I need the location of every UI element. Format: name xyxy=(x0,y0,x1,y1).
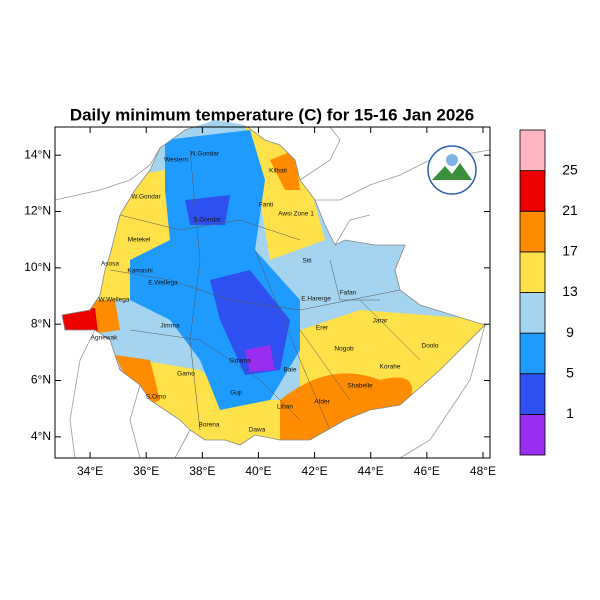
logo-hills xyxy=(432,163,472,180)
colorbar-box xyxy=(519,251,546,293)
colorbar-label: 21 xyxy=(562,202,578,218)
colorbar-label: 17 xyxy=(562,243,578,259)
region-label: Kamashi xyxy=(127,268,152,275)
borders xyxy=(55,127,490,458)
logo-cloud xyxy=(446,154,458,166)
x-tick-label: 36°E xyxy=(133,464,159,478)
region-label: N.Gondar xyxy=(191,151,220,158)
y-tick-label: 4°N xyxy=(31,429,51,443)
region-label: Asosa xyxy=(101,261,119,268)
region-label: Liban xyxy=(277,404,293,411)
plot-frame xyxy=(54,126,491,459)
region-label: Borena xyxy=(199,422,220,429)
region-label: Jimma xyxy=(160,323,180,330)
colorbar-label: 5 xyxy=(566,364,574,380)
axes: 34°E 36°E 38°E 40°E 42°E 44°E 46°E 48°E 4°N 6°N 8°… xyxy=(24,127,496,478)
region-label: Afder xyxy=(314,399,330,406)
y-tick-label: 12°N xyxy=(24,204,51,218)
x-tick-label: 38°E xyxy=(189,464,215,478)
field-below-1 xyxy=(245,345,275,372)
region-label: Western xyxy=(164,157,188,164)
y-tick-label: 6°N xyxy=(31,373,51,387)
field-17-21 xyxy=(270,150,300,190)
region-label: S.Omo xyxy=(146,394,167,401)
region-label: Jarar xyxy=(373,318,389,325)
region-label: Guji xyxy=(230,390,242,397)
logo-ring xyxy=(427,145,477,195)
colorbar-box xyxy=(519,332,546,375)
colorbar-box xyxy=(519,129,546,172)
colorbar-label: 25 xyxy=(562,161,578,177)
colorbar-box xyxy=(519,170,546,212)
colorbar: 1 5 9 13 17 21 25 xyxy=(519,129,578,456)
x-tick-label: 48°E xyxy=(470,464,496,478)
region-label: Gamo xyxy=(177,371,195,378)
country-outline xyxy=(61,127,486,446)
y-tick-label: 10°N xyxy=(24,260,51,274)
x-tick-label: 44°E xyxy=(358,464,384,478)
y-tick-label: 8°N xyxy=(31,316,51,330)
x-tick-label: 46°E xyxy=(414,464,440,478)
region-label: Agnewak xyxy=(91,335,118,342)
colorbar-box xyxy=(519,413,546,456)
region-label: Kilbati xyxy=(269,168,287,175)
region-label: Nogob xyxy=(334,346,354,353)
region-label: Doolo xyxy=(422,343,439,350)
region-label: Siti xyxy=(302,258,311,265)
field-13-17 xyxy=(245,125,325,260)
x-tick-label: 40°E xyxy=(245,464,271,478)
logo xyxy=(427,145,477,195)
region-label: W.Gondar xyxy=(131,194,161,201)
region-label: Metekel xyxy=(128,237,151,244)
region-label: Fafan xyxy=(340,290,357,297)
region-label: Shabelle xyxy=(347,383,373,390)
region-label: Sidama xyxy=(229,358,251,365)
region-label: S.Gondar xyxy=(193,217,222,224)
region-label: Korahe xyxy=(380,364,401,371)
region-label: Dawa xyxy=(249,427,266,434)
region-label: E.Wellega xyxy=(148,280,178,287)
region-label: E.Harerge xyxy=(301,296,331,303)
colorbar-label: 1 xyxy=(566,405,574,421)
region-label: Fanti xyxy=(259,202,273,209)
x-tick-label: 42°E xyxy=(302,464,328,478)
region-label: Awsi Zone 1 xyxy=(278,211,314,218)
colorbar-label: 9 xyxy=(566,324,574,340)
x-tick-label: 34°E xyxy=(77,464,103,478)
field-17-21 xyxy=(115,355,160,410)
region-labels: Western N.Gondar Kilbati W.Gondar S.Gond… xyxy=(91,151,439,434)
y-tick-label: 14°N xyxy=(24,147,51,161)
colorbar-box xyxy=(519,373,546,415)
colorbar-label: 13 xyxy=(562,283,578,299)
colorbar-box xyxy=(519,292,546,334)
title: Daily minimum temperature (C) for 15-16 … xyxy=(70,105,474,124)
admin-lines xyxy=(109,149,421,431)
region-label: Bale xyxy=(283,367,296,374)
region-label: W.Wellega xyxy=(99,297,130,304)
region-label: Erer xyxy=(316,325,329,332)
colorbar-box xyxy=(519,210,546,253)
